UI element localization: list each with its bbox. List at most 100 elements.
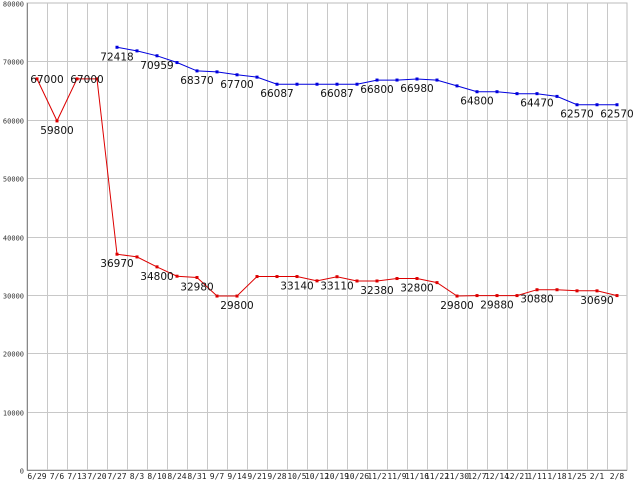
x-tick-label: 10/26 [345, 472, 369, 480]
y-tick-label: 30000 [3, 293, 24, 301]
data-point [295, 82, 299, 86]
x-tick-label: 1/18 [547, 472, 566, 480]
y-tick-label: 10000 [3, 410, 24, 418]
data-point [315, 279, 319, 283]
x-tick-label: 1/25 [567, 472, 586, 480]
x-tick-labels: 6/29 7/6 7/13 7/20 7/27 8/3 8/10 8/24 8/31 9/7 9/1… [27, 472, 624, 480]
data-label: 64800 [460, 96, 493, 108]
data-label: 68370 [180, 75, 213, 87]
data-point [235, 294, 239, 298]
data-point [595, 103, 599, 107]
x-tick-label: 10/19 [325, 472, 349, 480]
x-tick-label: 12/21 [505, 472, 529, 480]
data-point [215, 294, 219, 298]
data-label: 66087 [320, 88, 353, 100]
data-point [415, 277, 419, 281]
data-point [535, 92, 539, 96]
y-tick-label: 20000 [3, 351, 24, 359]
data-point [315, 82, 319, 86]
data-point [555, 94, 559, 98]
data-label: 59800 [40, 125, 73, 137]
data-point [175, 274, 179, 278]
x-tick-label: 12/14 [485, 472, 509, 480]
data-point [275, 275, 279, 279]
plot-area: 72418 70959 68370 67700 66087 66087 66800 66980… [30, 45, 634, 312]
data-point [495, 90, 499, 94]
data-point [355, 279, 359, 283]
data-point [435, 78, 439, 82]
data-point [175, 61, 179, 65]
series-2: 67000 59800 67000 36970 34800 32980 29800 33140… [30, 74, 619, 312]
y-tick-label: 50000 [3, 176, 24, 184]
data-point [195, 69, 199, 73]
x-tick-label: 10/5 [287, 472, 306, 480]
data-point [415, 77, 419, 81]
data-point [35, 77, 39, 81]
data-point [395, 78, 399, 82]
x-tick-label: 8/24 [167, 472, 186, 480]
data-point [155, 54, 159, 58]
data-point [55, 119, 59, 123]
data-label: 32980 [180, 281, 213, 293]
x-tick-label: 11/22 [425, 472, 449, 480]
x-tick-label: 7/20 [87, 472, 106, 480]
data-label: 33140 [280, 281, 313, 293]
data-label: 64470 [520, 98, 553, 110]
x-tick-label: 10/12 [305, 472, 329, 480]
x-tick-label: 9/14 [227, 472, 246, 480]
data-label: 66800 [360, 84, 393, 96]
data-point [135, 255, 139, 259]
data-point [375, 78, 379, 82]
x-tick-label: 7/13 [67, 472, 86, 480]
x-tick-label: 8/3 [130, 472, 145, 480]
data-label: 62570 [560, 109, 593, 121]
series-line [36, 78, 618, 297]
data-label: 29800 [220, 300, 253, 312]
data-point [615, 294, 619, 298]
data-point [535, 288, 539, 292]
data-point [435, 281, 439, 285]
data-label: 30690 [580, 295, 613, 307]
x-tick-label: 2/8 [610, 472, 625, 480]
data-point [575, 103, 579, 107]
data-point [255, 75, 259, 79]
x-tick-label: 8/10 [147, 472, 166, 480]
x-tick-label: 8/31 [187, 472, 206, 480]
series-line [116, 46, 617, 106]
data-point [335, 275, 339, 279]
y-tick-label: 80000 [3, 1, 24, 9]
data-label: 36970 [100, 258, 133, 270]
data-point [515, 92, 519, 96]
data-point [115, 45, 119, 49]
data-label: 67000 [30, 74, 63, 86]
data-label: 30880 [520, 294, 553, 306]
data-point [475, 90, 479, 94]
data-point [335, 82, 339, 86]
data-point [515, 294, 519, 298]
x-tick-label: 7/27 [107, 472, 126, 480]
data-point [495, 294, 499, 298]
x-tick-label: 1/11 [527, 472, 546, 480]
data-point [375, 279, 379, 283]
data-point [595, 289, 599, 293]
grid [26, 2, 628, 471]
data-point [455, 84, 459, 88]
data-label: 67700 [220, 79, 253, 91]
x-tick-label: 6/29 [27, 472, 46, 480]
data-point [215, 70, 219, 74]
x-tick-label: 11/30 [445, 472, 469, 480]
y-tick-label: 0 [20, 468, 24, 476]
data-point [235, 73, 239, 77]
data-point [75, 77, 79, 81]
data-point [255, 275, 259, 279]
y-tick-label: 40000 [3, 235, 24, 243]
data-label: 70959 [140, 60, 173, 72]
data-point [95, 77, 99, 81]
x-tick-label: 2/1 [590, 472, 605, 480]
x-tick-label: 12/7 [467, 472, 486, 480]
data-label: 33110 [320, 281, 353, 293]
y-tick-label: 70000 [3, 59, 24, 67]
x-tick-label: 11/9 [387, 472, 406, 480]
data-point [115, 252, 119, 256]
